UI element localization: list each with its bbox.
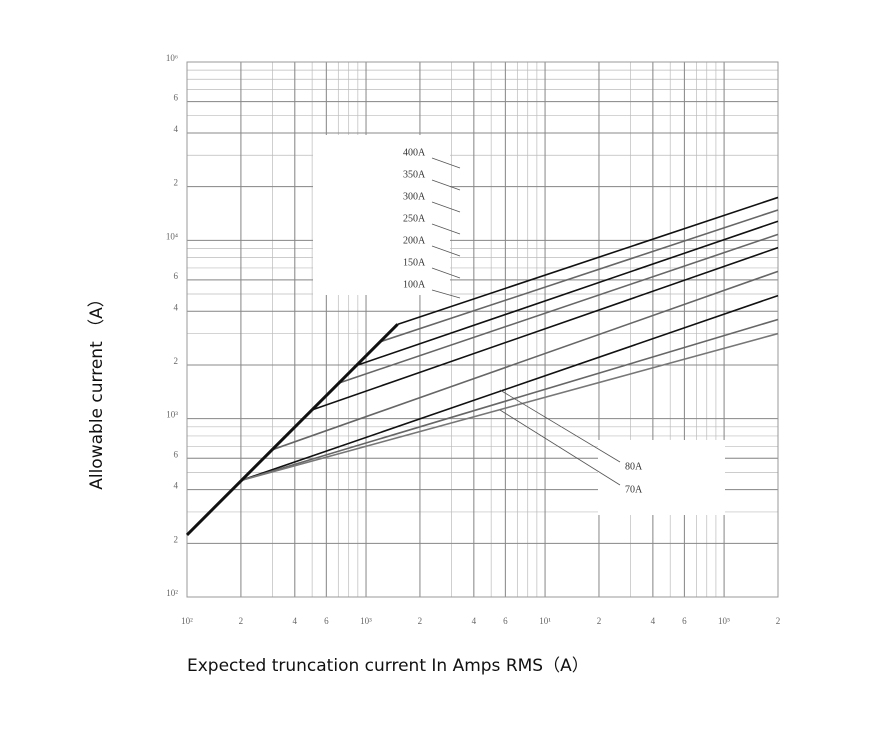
series-line (240, 318, 779, 482)
series-label: 250A (403, 213, 426, 224)
x-tick-label: 2 (239, 616, 244, 626)
series-label: 200A (403, 235, 426, 246)
y-tick-label: 2 (174, 356, 179, 366)
label-box (598, 440, 725, 515)
x-tick-label: 10³ (360, 616, 372, 626)
x-tick-label: 10⁵ (718, 616, 730, 626)
series-label: 150A (403, 257, 426, 268)
y-tick-label: 4 (174, 302, 179, 312)
series-line (311, 246, 779, 411)
label-box (313, 135, 450, 295)
series-label: 100A (403, 279, 426, 290)
series-label: 80A (625, 461, 643, 472)
y-tick-label: 10⁴ (166, 231, 178, 241)
plot-frame (186, 61, 779, 598)
y-tick-label: 10⁶ (166, 53, 178, 63)
series-label: 400A (403, 147, 426, 158)
leader-lines (431, 157, 621, 486)
y-axis-title: Allowable current （A） (87, 290, 107, 490)
x-tick-label: 2 (776, 616, 781, 626)
series-line (272, 270, 779, 451)
envelope-line (185, 323, 399, 536)
y-tick-label: 4 (174, 481, 179, 491)
y-tick-label: 6 (174, 93, 179, 103)
x-tick-label: 10² (181, 616, 193, 626)
x-tick-label: 2 (597, 616, 602, 626)
y-tick-label: 2 (174, 534, 179, 544)
x-tick-label: 6 (324, 616, 329, 626)
series-line (357, 220, 779, 366)
x-tick-label: 10¹ (539, 616, 551, 626)
series-line (240, 332, 779, 482)
y-tick-label: 6 (174, 449, 179, 459)
series-label: 350A (403, 169, 426, 180)
y-tick-label: 2 (174, 178, 179, 188)
series-line (397, 196, 779, 326)
x-tick-label: 4 (651, 616, 656, 626)
x-tick-label: 4 (472, 616, 477, 626)
series-label: 70A (625, 484, 643, 495)
series-line (379, 209, 779, 343)
series-line (240, 294, 779, 482)
x-tick-label: 6 (682, 616, 687, 626)
y-tick-label: 4 (174, 124, 179, 134)
x-axis-title: Expected truncation current In Amps RMS（… (187, 656, 589, 676)
lines (185, 196, 779, 536)
series-label: 300A (403, 191, 426, 202)
y-tick-label: 10² (166, 588, 178, 598)
y-tick-label: 10³ (166, 410, 178, 420)
y-tick-label: 6 (174, 271, 179, 281)
x-tick-label: 2 (418, 616, 423, 626)
series-line (338, 233, 779, 384)
x-tick-label: 4 (293, 616, 298, 626)
x-tick-label: 6 (503, 616, 508, 626)
grid (186, 61, 779, 598)
